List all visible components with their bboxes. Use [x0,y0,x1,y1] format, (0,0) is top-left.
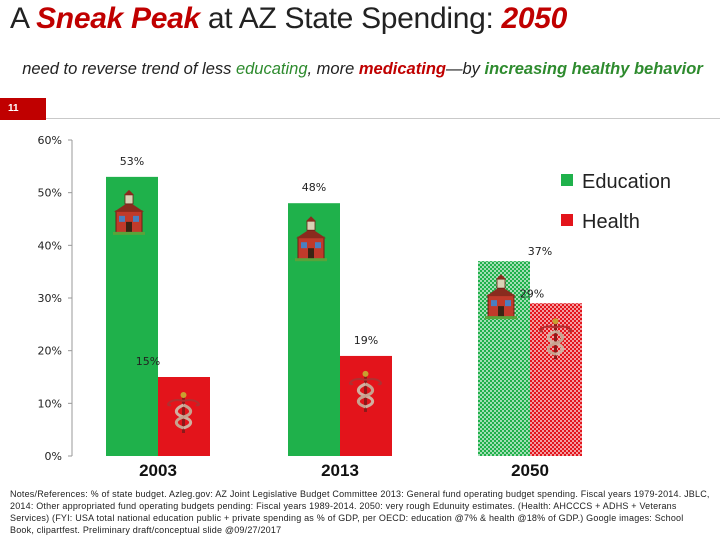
slide-subtitle: need to reverse trend of less educating,… [22,60,703,78]
category-label: 2050 [511,461,549,480]
data-label-health: 15% [136,355,160,368]
y-tick-label: 50% [38,187,62,200]
header-divider [46,118,720,119]
data-label-education: 37% [528,245,552,258]
category-label: 2003 [139,461,177,480]
legend-label: Health [582,211,640,233]
data-label-education: 48% [302,181,326,194]
slide-number: 11 [0,98,46,120]
data-label-health: 19% [354,334,378,347]
footnote: Notes/References: % of state budget. Azl… [10,489,710,535]
slide-title: A Sneak Peak at AZ State Spending: 2050 [10,2,568,35]
legend-swatch [561,214,573,226]
y-tick-label: 30% [38,292,62,305]
category-label: 2013 [321,461,359,480]
subtitle-increasing: increasing healthy behavior [484,60,703,78]
title-emphasis: Sneak Peak [36,2,200,35]
data-label-health: 29% [520,287,544,300]
legend-swatch [561,174,573,186]
title-year: 2050 [501,2,568,35]
y-tick-label: 20% [38,345,62,358]
subtitle-educating: educating [235,60,308,78]
y-tick-label: 60% [38,134,62,147]
data-label-education: 53% [120,155,144,168]
subtitle-medicating: medicating [358,60,446,78]
y-tick-label: 40% [38,239,62,252]
y-tick-label: 10% [38,397,62,410]
legend-label: Education [582,171,671,193]
plot-area: 0% 10% 20% 30% 40% 50% 60% 53% 15% 2003 48% 19% 2013… [38,134,671,480]
y-tick-label: 0% [45,450,62,463]
